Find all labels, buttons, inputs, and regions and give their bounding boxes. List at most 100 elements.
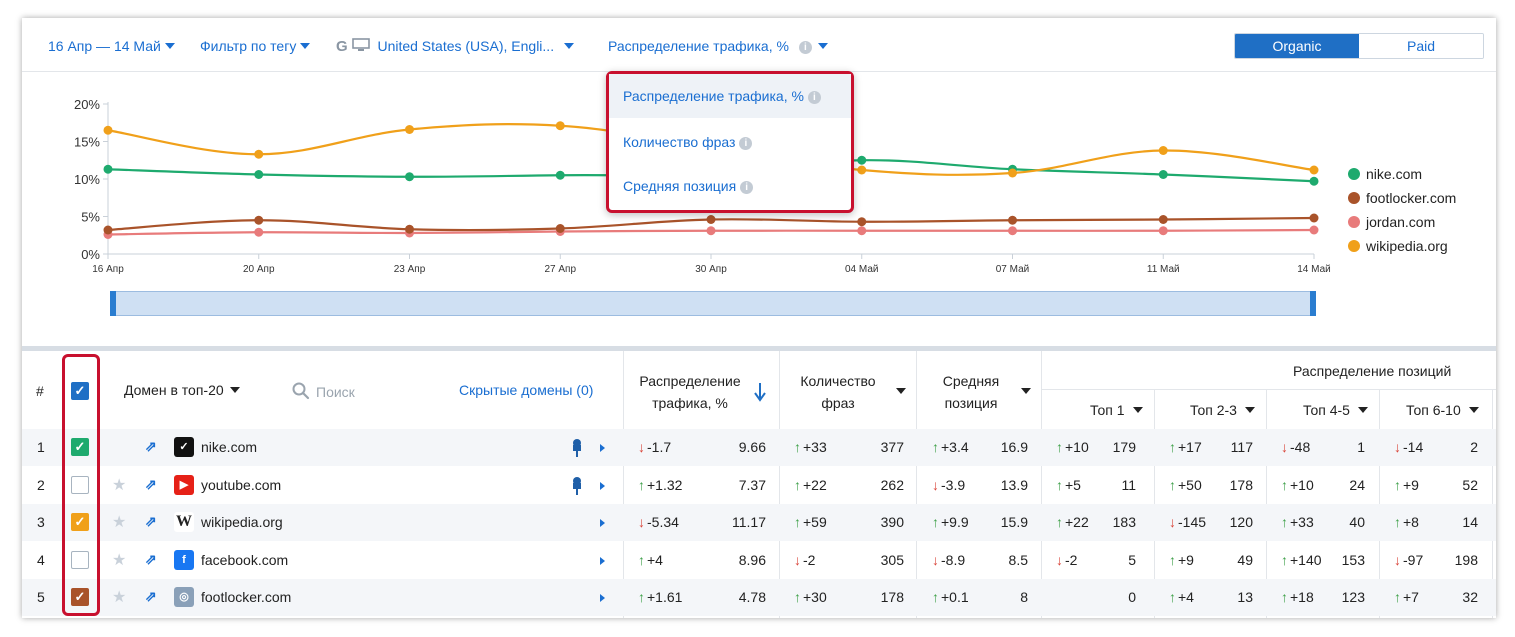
domain-name[interactable]: facebook.com	[201, 551, 289, 568]
external-link-icon[interactable]: ⇗	[145, 513, 157, 529]
star-icon[interactable]: ★	[112, 551, 127, 569]
legend-label: wikipedia.org	[1366, 238, 1448, 254]
arrow-up-icon: ↑	[932, 514, 939, 530]
delta-value: ↓ -2	[794, 542, 815, 579]
star-icon[interactable]: ★	[112, 514, 127, 531]
chevron-down-icon	[1357, 407, 1368, 413]
organic-tab[interactable]: Organic	[1235, 34, 1359, 58]
delta-value: ↓ -3.9	[932, 467, 965, 504]
arrow-up-icon: ↑	[1056, 439, 1063, 455]
divider	[1041, 389, 1496, 390]
col-header-top610[interactable]: Топ 6-10	[1406, 402, 1479, 418]
scroller-right-handle[interactable]	[1310, 291, 1316, 316]
row-checkbox[interactable]: ✓	[71, 513, 89, 531]
table-row[interactable]: 1 ✓ ⇗ ✓ nike.com ↓ -1.7 9.66 ↑ +33 377 ↑ +3.4 16.9 ↑ +1…	[22, 429, 1496, 466]
date-range-scroller[interactable]	[110, 291, 1316, 316]
table-row[interactable]: 2 ★ ⇗ ▶ youtube.com ↑ +1.32 7.37 ↑ +22 262 ↓ -3.9 13.…	[22, 467, 1496, 504]
metric-value: 11	[1121, 476, 1136, 493]
star-icon[interactable]: ★	[112, 476, 127, 494]
col-header-top23[interactable]: Топ 2-3	[1190, 402, 1255, 418]
x-tick-label: 23 Апр	[394, 264, 426, 275]
delta-text: -48	[1290, 439, 1311, 455]
delta-value: ↓ -8.9	[932, 542, 965, 579]
col-header-top45[interactable]: Топ 4-5	[1303, 402, 1368, 418]
delta-text: -97	[1403, 551, 1424, 568]
delta-value: ↑ +1.61	[638, 579, 682, 616]
table-row[interactable]: 4 ★ ⇗ f facebook.com ↑ +4 8.96 ↓ -2 305 ↓ -8.9 8.5 ↓ -2…	[22, 542, 1496, 579]
pin-icon[interactable]	[571, 476, 583, 501]
delta-value: ↑ +18	[1281, 579, 1314, 616]
domain-name[interactable]: wikipedia.org	[201, 514, 283, 530]
expand-arrow-icon[interactable]	[600, 481, 605, 490]
legend-item-footlocker[interactable]: footlocker.com	[1348, 188, 1456, 212]
metric-value: 377	[880, 439, 904, 455]
data-point	[254, 149, 264, 159]
dropdown-item-phrases[interactable]: Количество фраз i	[609, 120, 851, 164]
dropdown-item-label: Средняя позиция	[623, 178, 737, 194]
metric-value: 0	[1128, 589, 1136, 605]
info-icon[interactable]: i	[798, 41, 812, 54]
metric-value: 40	[1349, 514, 1365, 530]
tag-filter-selector[interactable]: Фильтр по тегу	[200, 38, 311, 54]
info-icon[interactable]: i	[740, 181, 754, 194]
col-header-avg-position[interactable]: Средняя позиция	[926, 370, 1016, 414]
row-number: 5	[37, 589, 45, 605]
external-link-icon[interactable]: ⇗	[145, 550, 157, 567]
expand-arrow-icon[interactable]	[600, 444, 605, 452]
domain-name[interactable]: nike.com	[201, 439, 258, 455]
scroller-left-handle[interactable]	[110, 291, 116, 316]
col-header-traffic[interactable]: Распределение трафика, %	[630, 370, 750, 414]
hidden-domains-link[interactable]: Скрытые домены (0)	[459, 382, 594, 398]
col-header-domain[interactable]: Домен в топ-20	[124, 382, 240, 398]
metric-dropdown-menu: Распределение трафика, % i Количество фр…	[606, 71, 854, 213]
row-checkbox[interactable]: ✓	[71, 438, 89, 456]
row-checkbox[interactable]	[71, 550, 89, 569]
expand-arrow-icon[interactable]	[600, 519, 605, 527]
sort-desc-icon[interactable]	[754, 382, 766, 402]
domain-name[interactable]: youtube.com	[201, 476, 282, 493]
metric-selector[interactable]: Распределение трафика, % i	[608, 38, 828, 54]
chevron-down-icon[interactable]	[896, 388, 906, 394]
expand-arrow-icon[interactable]	[600, 556, 605, 565]
delta-value: ↑ +9	[1169, 542, 1194, 579]
col-header-phrases[interactable]: Количество фраз	[788, 370, 888, 414]
delta-text: +0.1	[941, 589, 969, 605]
chevron-down-icon[interactable]	[1021, 388, 1031, 394]
info-icon[interactable]: i	[739, 137, 753, 150]
delta-text: +50	[1178, 476, 1202, 493]
row-number: 3	[37, 514, 45, 530]
legend-item-jordan[interactable]: jordan.com	[1348, 212, 1456, 236]
dropdown-item-traffic[interactable]: Распределение трафика, % i	[609, 74, 851, 118]
arrow-down-icon: ↓	[932, 476, 939, 493]
data-point	[1158, 170, 1168, 179]
data-point	[857, 217, 867, 227]
chevron-down-icon	[1132, 407, 1143, 413]
paid-tab[interactable]: Paid	[1359, 34, 1483, 58]
facebook-logo-icon: f	[174, 549, 194, 570]
row-checkbox[interactable]: ✓	[71, 588, 89, 606]
dropdown-item-avg-position[interactable]: Средняя позиция i	[609, 164, 851, 208]
chevron-down-icon	[817, 43, 828, 49]
external-link-icon[interactable]: ⇗	[145, 438, 157, 454]
select-all-checkbox[interactable]: ✓	[71, 382, 89, 400]
domain-name[interactable]: footlocker.com	[201, 589, 292, 605]
date-range-selector[interactable]: 16 Апр — 14 Май	[48, 38, 175, 54]
pin-icon[interactable]	[571, 438, 583, 463]
delta-value: ↑ +7	[1394, 579, 1419, 616]
table-row[interactable]: 5 ✓ ★ ⇗ ◎ footlocker.com ↑ +1.61 4.78 ↑ +30 178 ↑ +0.…	[22, 579, 1496, 616]
arrow-up-icon: ↑	[794, 439, 801, 455]
legend-item-nike[interactable]: nike.com	[1348, 164, 1456, 188]
data-point	[555, 121, 565, 131]
col-header-top1[interactable]: Топ 1	[1090, 402, 1143, 418]
legend-item-wikipedia[interactable]: wikipedia.org	[1348, 236, 1456, 260]
arrow-up-icon: ↑	[1281, 476, 1288, 493]
expand-arrow-icon[interactable]	[600, 594, 605, 602]
external-link-icon[interactable]: ⇗	[145, 475, 157, 492]
star-icon[interactable]: ★	[112, 589, 127, 606]
external-link-icon[interactable]: ⇗	[145, 588, 157, 604]
region-selector[interactable]: G United States (USA), Engli...	[336, 38, 575, 55]
search-input[interactable]: Поиск	[292, 382, 355, 400]
row-checkbox[interactable]	[71, 475, 89, 494]
info-icon[interactable]: i	[807, 91, 821, 104]
